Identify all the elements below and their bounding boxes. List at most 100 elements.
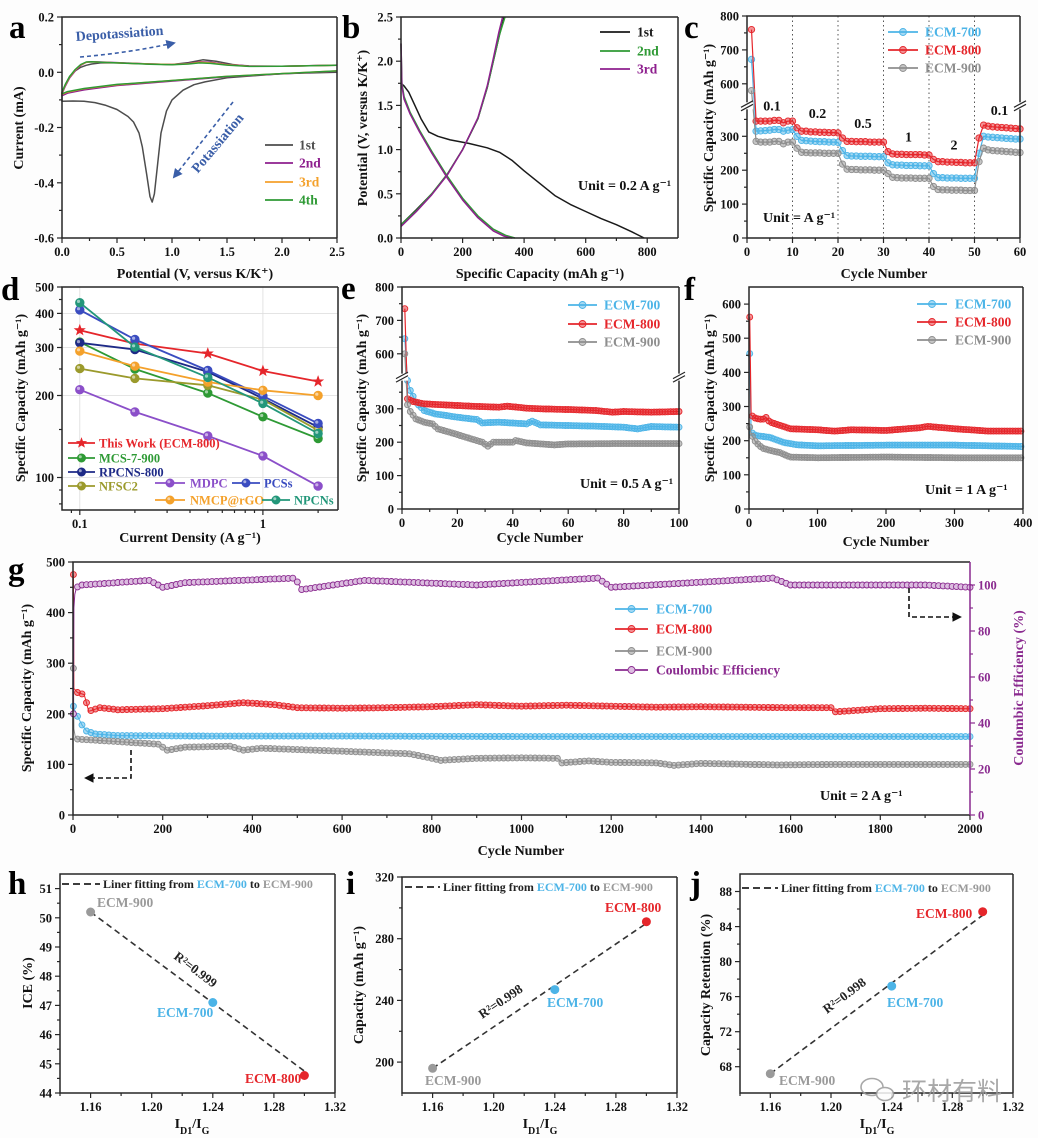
legend-label-segment: ECM-700 [537, 880, 587, 894]
data-point [130, 361, 140, 371]
data-point [78, 690, 86, 698]
legend-marker-highlight [78, 469, 82, 473]
y-tick-label: 500 [35, 281, 54, 295]
legend-marker [578, 320, 587, 328]
x-tick-label: 1.28 [941, 1100, 963, 1114]
y-tick-label: 200 [375, 436, 394, 450]
watermark: 环材有料 [860, 1077, 1002, 1106]
y-tick-label: 700 [375, 314, 394, 328]
y-tick-label: 600 [722, 298, 741, 312]
data-point [925, 151, 933, 159]
legend-label-segment: Liner fitting from [781, 881, 875, 895]
plot-frame [61, 286, 338, 511]
x-tick-label: 20 [451, 516, 464, 530]
x-axis-label: Cycle Number [843, 535, 930, 550]
plot-area [401, 17, 678, 238]
x-tick-label: 0.5 [109, 245, 125, 259]
point-label: ECM-900 [779, 1073, 835, 1088]
data-point [834, 149, 842, 157]
legend-label: Coulombic Efficiency [656, 663, 780, 678]
y-tick-label: 0 [735, 503, 741, 517]
legend-label: Liner fitting from ECM-700 to ECM-900 [781, 881, 991, 895]
legend-marker [627, 605, 636, 613]
x-tick-label: 40 [923, 245, 936, 259]
legend-marker-highlight [243, 480, 247, 484]
data-point [765, 1069, 775, 1079]
legend-marker [75, 437, 88, 448]
data-point-highlight [76, 386, 81, 390]
axis-break-mark [740, 103, 754, 112]
x-axis-label: Cycle Number [497, 531, 584, 546]
y-tick-label: 100 [978, 579, 997, 593]
x-axis-label-text: /I [539, 1117, 549, 1132]
y-tick-label: 76 [720, 990, 733, 1004]
data-point [747, 25, 756, 34]
x-tick-label: 1.32 [324, 1100, 346, 1114]
data-point [553, 754, 561, 762]
x-tick-label: 800 [638, 245, 657, 259]
data-point [313, 481, 323, 491]
legend-marker-highlight [78, 455, 82, 459]
axis-break-mark [395, 375, 409, 383]
panel-letter: f [684, 272, 696, 308]
legend-marker [241, 478, 251, 488]
point-label: ECM-700 [887, 995, 943, 1010]
legend-label: ECM-800 [656, 622, 712, 637]
y-tick-label: 200 [35, 389, 54, 403]
legend-marker [578, 301, 587, 309]
x-axis-label: ID1/IG [175, 1117, 210, 1137]
x-tick-label: 600 [576, 245, 595, 259]
panel-letter: g [8, 552, 25, 588]
x-tick-label: 1.16 [422, 1100, 444, 1114]
legend-label: ECM-700 [955, 297, 1011, 312]
x-tick-label: 2.5 [329, 245, 345, 259]
data-point [834, 129, 842, 137]
data-point [879, 138, 888, 146]
data-point [788, 117, 797, 125]
y-tick-label: 2.5 [377, 11, 393, 25]
x-tick-label: 1.16 [759, 1100, 781, 1114]
ce-data-point [293, 578, 301, 586]
y-tick-label: 240 [375, 994, 394, 1008]
data-point [203, 372, 213, 383]
data-point-highlight [315, 392, 319, 396]
y-tick-label: 68 [720, 1060, 733, 1074]
x-tick-label: 1 [260, 517, 266, 531]
data-point [641, 917, 651, 927]
data-point-highlight [260, 387, 264, 391]
legend-label: 1st [637, 25, 654, 40]
data-point [78, 721, 86, 729]
legend-marker-highlight [273, 497, 277, 501]
panel-letter: j [689, 866, 701, 902]
data-point [879, 153, 888, 161]
x-tick-label: 1.24 [544, 1100, 567, 1114]
x-tick-label: 1.5 [219, 245, 235, 259]
gcd-curve [400, 43, 512, 239]
data-point [925, 174, 933, 182]
legend-label: PCSs [264, 477, 293, 491]
x-tick-label: 1.20 [820, 1100, 842, 1114]
data-point [313, 418, 323, 429]
y-axis-label: Specific Capacity (mAh g⁻¹) [14, 314, 29, 483]
legend-label-segment: ECM-900 [263, 877, 313, 891]
y-tick-label: 100 [722, 468, 741, 482]
legend-label: ECM-700 [604, 298, 660, 313]
data-point [404, 401, 411, 409]
y-tick-label: 0 [978, 809, 984, 823]
x-tick-label: 200 [453, 245, 472, 259]
x-tick-label: 1800 [868, 822, 893, 836]
legend-label: 3rd [299, 175, 320, 190]
data-point [925, 162, 933, 170]
x-tick-label: 1.32 [666, 1100, 688, 1114]
data-point-highlight [204, 367, 209, 371]
data-point [73, 323, 86, 336]
y-tick-label: 100 [46, 758, 65, 772]
y-tick-label: 47 [40, 999, 53, 1013]
legend-label-segment: Liner fitting from [443, 880, 537, 894]
legend-label-segment: ECM-900 [941, 881, 991, 895]
legend-marker [165, 478, 175, 488]
x-axis-label-text: I [860, 1117, 865, 1132]
data-point-highlight [260, 413, 264, 418]
panel-i-fit: ECM-700 ECM-800 ECM-900 1.16 1.20 1.24 1.28 1.3… [346, 866, 688, 1137]
